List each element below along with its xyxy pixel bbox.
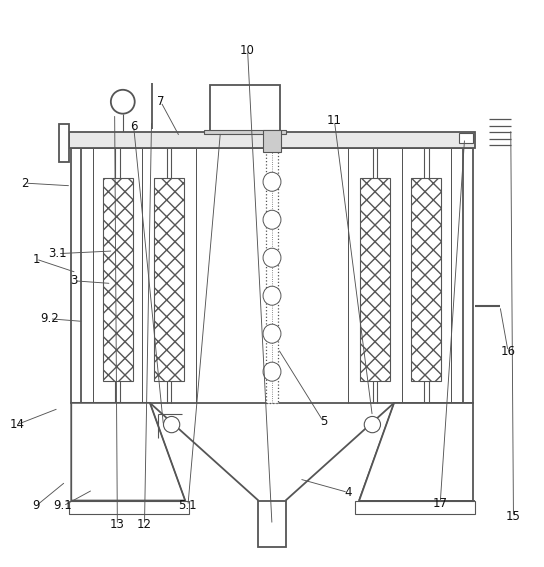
Text: 4: 4 bbox=[344, 486, 352, 499]
Text: 10: 10 bbox=[240, 44, 255, 57]
Bar bbox=[69, 132, 475, 148]
Polygon shape bbox=[71, 403, 185, 501]
Text: 16: 16 bbox=[500, 345, 516, 358]
Ellipse shape bbox=[263, 210, 281, 229]
Text: 9.2: 9.2 bbox=[40, 312, 59, 325]
Ellipse shape bbox=[263, 362, 281, 381]
Text: 6: 6 bbox=[130, 120, 138, 133]
Text: 17: 17 bbox=[432, 497, 448, 510]
Ellipse shape bbox=[263, 286, 281, 305]
Bar bbox=[209, 86, 280, 132]
Bar bbox=[459, 133, 473, 143]
Ellipse shape bbox=[263, 248, 281, 267]
Text: 9: 9 bbox=[32, 500, 40, 513]
Polygon shape bbox=[359, 403, 473, 501]
Bar bbox=[69, 501, 189, 514]
Bar bbox=[59, 124, 69, 162]
Bar bbox=[258, 501, 286, 547]
Text: 13: 13 bbox=[110, 518, 125, 531]
Bar bbox=[204, 130, 286, 134]
Text: 2: 2 bbox=[21, 176, 29, 189]
Bar bbox=[355, 501, 475, 514]
Bar bbox=[266, 148, 278, 403]
Circle shape bbox=[111, 90, 135, 113]
Bar bbox=[360, 177, 390, 381]
Text: 15: 15 bbox=[506, 510, 521, 523]
Bar bbox=[154, 177, 184, 381]
Bar bbox=[71, 148, 473, 403]
Text: 7: 7 bbox=[157, 95, 164, 108]
Text: 12: 12 bbox=[137, 518, 152, 531]
Text: 3: 3 bbox=[70, 274, 78, 287]
Text: 1: 1 bbox=[32, 252, 40, 265]
Circle shape bbox=[364, 416, 380, 433]
Text: 11: 11 bbox=[327, 114, 342, 127]
Bar bbox=[103, 177, 133, 381]
Bar bbox=[263, 130, 281, 152]
Bar bbox=[411, 177, 441, 381]
Text: 5: 5 bbox=[320, 416, 327, 428]
Text: 5.1: 5.1 bbox=[178, 500, 197, 513]
Text: 14: 14 bbox=[9, 418, 24, 431]
Text: 3.1: 3.1 bbox=[48, 247, 67, 260]
Circle shape bbox=[164, 416, 180, 433]
Text: 9.1: 9.1 bbox=[54, 500, 72, 513]
Ellipse shape bbox=[263, 324, 281, 343]
Ellipse shape bbox=[263, 172, 281, 191]
